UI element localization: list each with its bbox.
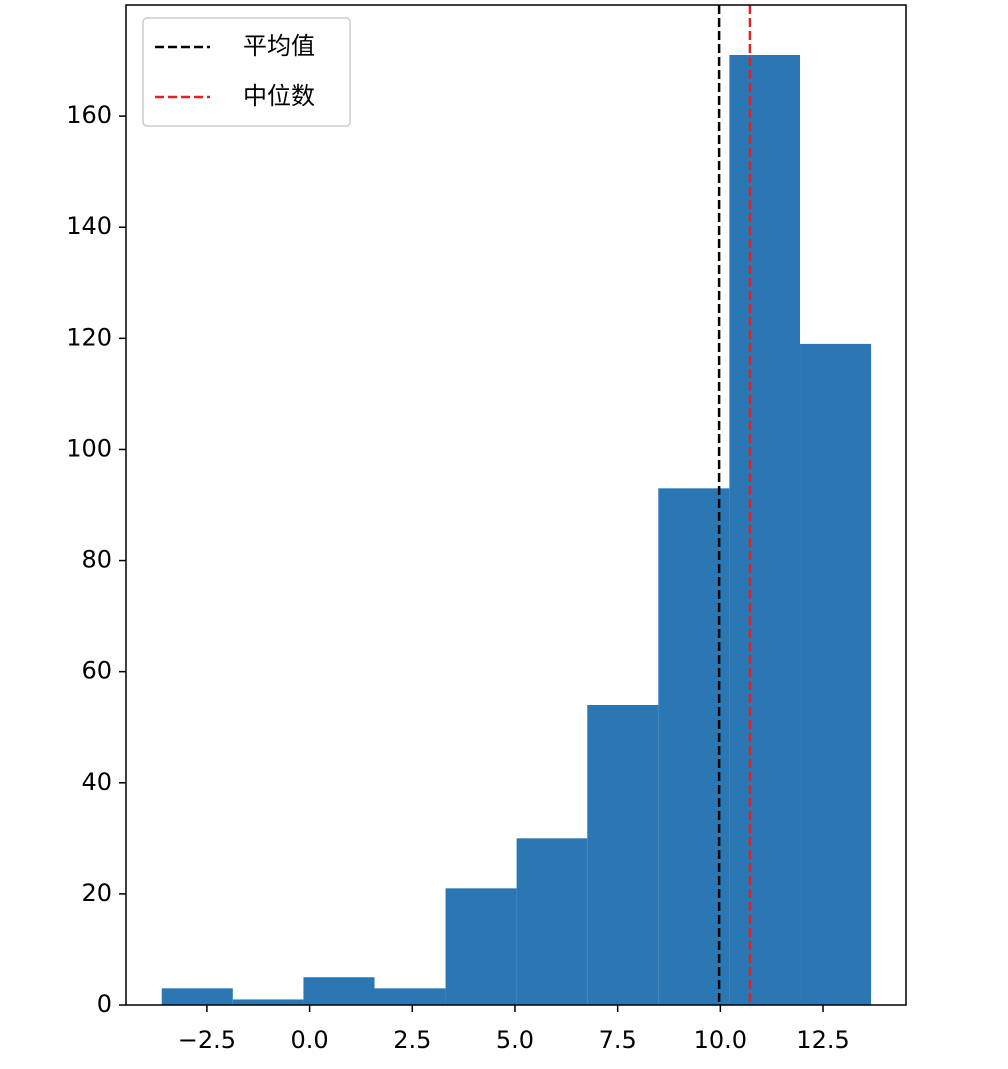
x-tick-label: 2.5 [393, 1026, 431, 1054]
y-tick-label: 60 [81, 657, 112, 685]
y-tick-label: 40 [81, 768, 112, 796]
y-tick-label: 100 [66, 434, 112, 462]
bar [374, 988, 446, 1005]
bar [729, 55, 801, 1005]
bar [445, 888, 517, 1005]
bar [232, 999, 304, 1005]
x-tick-label: −2.5 [178, 1026, 236, 1054]
bar [303, 977, 375, 1005]
x-tick-label: 5.0 [496, 1026, 534, 1054]
legend-label: 平均值 [243, 32, 315, 60]
y-tick-label: 160 [66, 101, 112, 129]
bar [161, 988, 233, 1005]
x-tick-label: 10.0 [694, 1026, 747, 1054]
y-tick-label: 0 [97, 990, 112, 1018]
x-tick-label: 0.0 [291, 1026, 329, 1054]
y-tick-label: 20 [81, 879, 112, 907]
y-tick-label: 80 [81, 546, 112, 574]
y-tick-label: 120 [66, 323, 112, 351]
bar [800, 343, 872, 1005]
legend-box [142, 17, 351, 127]
x-tick-label: 12.5 [796, 1026, 849, 1054]
legend-label: 中位数 [243, 82, 315, 110]
x-tick-label: 7.5 [599, 1026, 637, 1054]
bar [658, 488, 730, 1005]
y-tick-label: 140 [66, 212, 112, 240]
bar [516, 838, 588, 1005]
bar [587, 705, 659, 1005]
axes-frame [125, 4, 907, 1006]
